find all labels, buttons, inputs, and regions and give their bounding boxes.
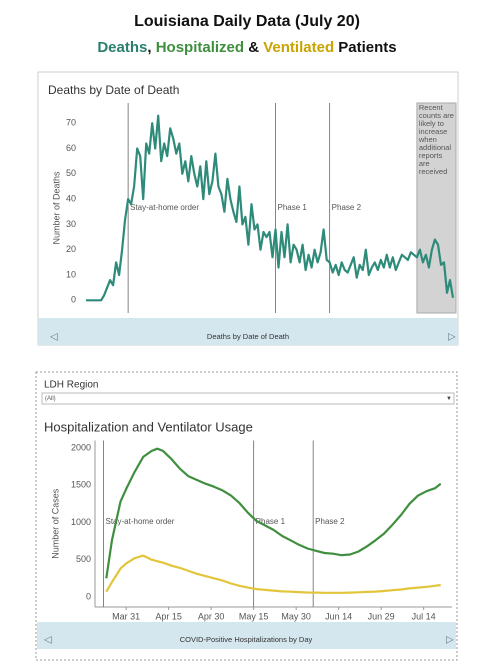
y-tick-label: 0	[86, 591, 91, 601]
event-label: Phase 2	[315, 517, 345, 526]
event-label: Stay-at-home order	[130, 203, 199, 212]
filter-label: LDH Region	[44, 380, 98, 391]
y-tick-label: 50	[66, 168, 76, 178]
y-tick-label: 60	[66, 143, 76, 153]
scroll-left[interactable]: ◁	[44, 635, 52, 646]
x-tick-label: Jun 29	[368, 611, 395, 621]
x-tick-label: May 15	[239, 611, 269, 621]
footer-label: Deaths by Date of Death	[207, 332, 289, 341]
y-tick-label: 10	[66, 269, 76, 279]
data-line	[105, 447, 442, 579]
y-tick-label: 30	[66, 219, 76, 229]
scroll-bar	[37, 622, 456, 649]
scroll-left[interactable]: ◁	[50, 332, 58, 343]
event-label: Phase 1	[256, 517, 286, 526]
x-tick-label: Mar 31	[112, 611, 140, 621]
subtitle-part: Ventilated	[263, 39, 334, 56]
note-box: Recent counts are likely to increase whe…	[418, 103, 454, 176]
dropdown-arrow[interactable]: ▼	[446, 396, 452, 402]
y-tick-label: 0	[71, 295, 76, 305]
scroll-right[interactable]: ▷	[448, 332, 456, 343]
subtitle-part: ,	[147, 39, 155, 56]
chart-title: Deaths by Date of Death	[48, 83, 179, 97]
x-tick-label: Apr 30	[198, 611, 225, 621]
y-tick-label: 1000	[71, 517, 91, 527]
x-tick-label: May 30	[281, 611, 311, 621]
chart-frame	[37, 71, 459, 346]
filter-value: (All)	[45, 396, 56, 402]
x-tick-label: Jun 14	[325, 611, 352, 621]
x-tick-label: Jul 14	[412, 611, 436, 621]
y-tick-label: 70	[66, 118, 76, 128]
data-line	[86, 114, 455, 302]
y-tick-label: 500	[76, 554, 91, 564]
shaded-note: Recent counts are likely to increase whe…	[418, 103, 454, 176]
y-tick-label: 2000	[71, 442, 91, 452]
chart-title: Hospitalization and Ventilator Usage	[44, 419, 253, 434]
shaded-region	[416, 102, 457, 314]
y-tick-label: 1500	[71, 480, 91, 490]
dropdown[interactable]	[41, 392, 455, 405]
subtitle-part: Deaths	[97, 39, 147, 56]
y-axis-label: Number of Deaths	[51, 171, 61, 245]
y-tick-label: 20	[66, 244, 76, 254]
subtitle-part: Patients	[334, 39, 397, 56]
data-line	[105, 554, 441, 594]
chart-frame	[35, 371, 458, 661]
event-label: Phase 1	[278, 203, 308, 212]
event-label: Phase 2	[332, 203, 362, 212]
page-title: Louisiana Daily Data (July 20)	[134, 13, 360, 30]
x-tick-label: Apr 15	[155, 611, 182, 621]
y-tick-label: 40	[66, 194, 76, 204]
event-label: Stay-at-home order	[106, 517, 175, 526]
y-axis-label: Number of Cases	[50, 488, 60, 559]
scroll-right[interactable]: ▷	[446, 635, 454, 646]
footer-label: COVID-Positive Hospitalizations by Day	[180, 635, 313, 644]
subtitle-part: &	[244, 39, 263, 56]
scroll-bar	[38, 318, 458, 345]
subtitle-part: Hospitalized	[156, 39, 244, 56]
page-subtitle: Deaths, Hospitalized & Ventilated Patien…	[97, 39, 396, 56]
